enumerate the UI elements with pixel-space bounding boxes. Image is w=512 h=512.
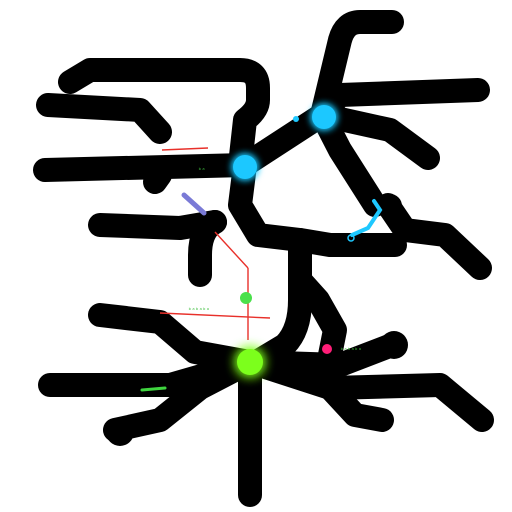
accent-segments: [140, 116, 383, 392]
green-tag: ᵇᵃᵇᵃᵇᵃ: [188, 307, 210, 314]
pipe-center-knee[interactable]: [288, 268, 347, 367]
node-cyan-top[interactable]: [312, 105, 336, 129]
pipe-bottom-left-c[interactable]: [103, 350, 262, 442]
pipe-endcap-mid[interactable]: [378, 194, 402, 218]
node-magenta[interactable]: [322, 344, 332, 354]
pipe-right-long[interactable]: [376, 193, 492, 280]
pipe-center-hook[interactable]: [248, 288, 312, 372]
cyan-bracket[interactable]: [350, 199, 383, 237]
pipe-bottom-right-b[interactable]: [238, 350, 494, 432]
pipe-mid-right[interactable]: [288, 228, 407, 257]
right-tag: ᵇᵃᵇᵃᵇᵃ: [340, 347, 362, 354]
cyan-dot-ring: [347, 234, 355, 242]
pipe-upper-left-stub[interactable]: [143, 163, 172, 194]
node-green-hub[interactable]: [237, 349, 263, 375]
pipe-endcap-left[interactable]: [106, 418, 134, 446]
pipe-center-trunk[interactable]: [228, 153, 312, 312]
pipe-top-arch[interactable]: [58, 58, 270, 177]
blue-dash: [181, 192, 207, 216]
pipe-diag-main[interactable]: [233, 103, 334, 177]
pipe-endcap-right[interactable]: [380, 331, 408, 359]
node-green-small[interactable]: [240, 292, 252, 304]
pipe-upper-left-b[interactable]: [33, 153, 257, 182]
laser-top: [161, 147, 209, 151]
laser-diagonal: [214, 231, 249, 269]
green-dash-bottom: [140, 386, 167, 392]
pipe-center-drop[interactable]: [188, 210, 227, 287]
pipe-bottom-right-c[interactable]: [318, 376, 394, 432]
laser-lines: [159, 147, 271, 340]
cyan-dot-small: [293, 116, 299, 122]
nodes: [233, 105, 336, 375]
laser-horizontal: [159, 312, 271, 319]
pipe-top-hook[interactable]: [310, 10, 404, 127]
pipe-right-mid[interactable]: [310, 103, 440, 170]
pipe-bottom-left-a[interactable]: [88, 303, 262, 374]
node-cyan-mid[interactable]: [233, 155, 257, 179]
top-tag: ᵇᵃ: [198, 167, 205, 174]
pipe-upper-left-a[interactable]: [36, 93, 172, 144]
